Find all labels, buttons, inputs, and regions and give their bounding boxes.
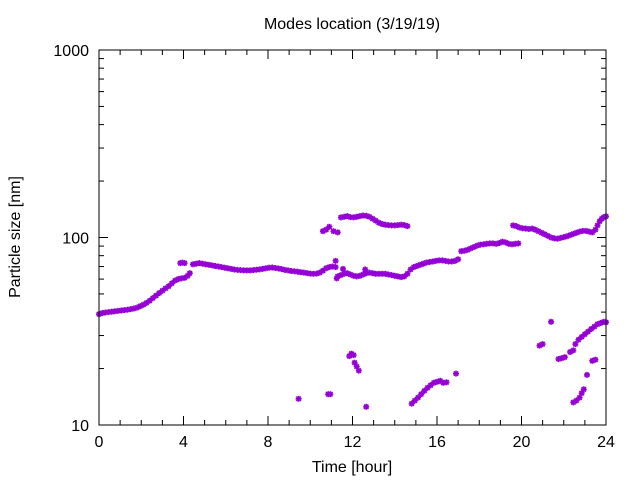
data-points xyxy=(96,212,609,410)
data-point xyxy=(544,232,551,239)
data-point xyxy=(496,240,503,246)
data-point xyxy=(561,354,568,361)
y-axis-title: Particle size [nm] xyxy=(7,176,24,298)
data-point xyxy=(181,260,188,267)
data-point xyxy=(350,352,357,359)
data-point xyxy=(334,229,341,236)
tick-labels: 0 4 8 12 16 20 24 10 100 1000 xyxy=(53,43,615,451)
data-point xyxy=(404,223,411,230)
y-tick-label: 100 xyxy=(62,231,89,248)
x-tick-label: 12 xyxy=(344,434,362,451)
data-point xyxy=(355,367,362,374)
data-point xyxy=(340,265,346,272)
y-tick-label: 10 xyxy=(71,418,89,435)
data-point xyxy=(443,379,450,386)
axes xyxy=(98,49,607,426)
data-point xyxy=(515,240,522,247)
x-tick-label: 24 xyxy=(597,434,615,451)
y-tick-label: 1000 xyxy=(53,43,89,60)
data-point xyxy=(584,371,590,378)
data-point xyxy=(572,341,579,348)
data-point xyxy=(362,266,369,273)
data-point xyxy=(453,370,459,377)
x-tick-label: 16 xyxy=(428,434,446,451)
data-point xyxy=(539,341,546,348)
x-tick-label: 0 xyxy=(95,434,104,451)
data-point xyxy=(592,356,599,363)
data-point xyxy=(404,270,411,277)
data-point xyxy=(332,264,339,271)
data-point xyxy=(332,257,339,264)
x-tick-label: 8 xyxy=(264,434,273,451)
x-axis-title: Time [hour] xyxy=(312,459,392,476)
data-point xyxy=(580,386,587,393)
data-point xyxy=(333,275,340,282)
x-tick-label: 4 xyxy=(179,434,188,451)
data-point xyxy=(455,256,462,263)
data-point xyxy=(589,229,596,236)
data-point xyxy=(512,240,519,247)
data-point xyxy=(327,391,334,398)
data-point xyxy=(576,394,583,401)
data-point xyxy=(363,403,370,410)
data-point xyxy=(295,395,302,402)
data-point xyxy=(411,397,418,404)
data-point xyxy=(326,223,333,230)
data-point xyxy=(570,347,577,354)
data-point xyxy=(548,318,555,325)
chart-title: Modes location (3/19/19) xyxy=(264,16,440,33)
data-point xyxy=(159,287,166,294)
data-point xyxy=(186,270,193,277)
plot-area-frame xyxy=(98,49,607,426)
x-tick-label: 20 xyxy=(513,434,531,451)
